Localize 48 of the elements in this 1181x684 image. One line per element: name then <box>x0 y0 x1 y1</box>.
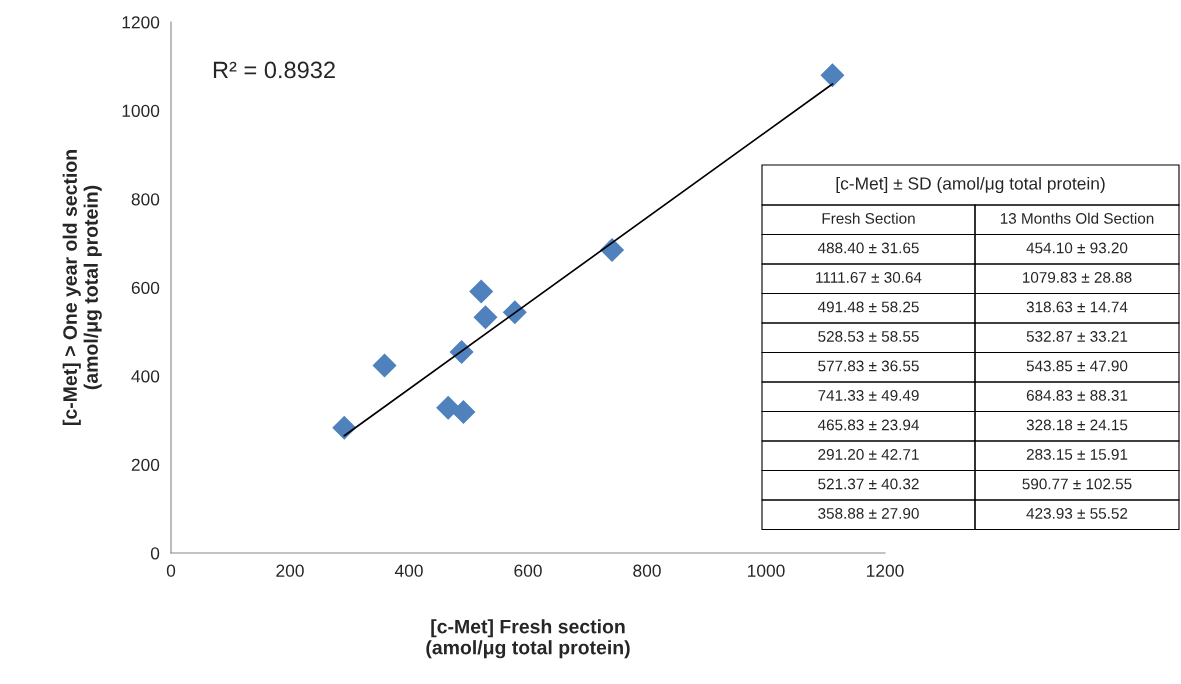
annotation: 488.40 ± 31.65 <box>817 242 919 254</box>
x-tick-label: 200 <box>276 564 304 577</box>
x-tick-label: 1200 <box>867 564 904 577</box>
x-tick-label: 800 <box>633 564 661 577</box>
point <box>820 63 845 88</box>
x-axis-title: [c-Met] Fresh section (amol/μg total protein) <box>426 619 630 659</box>
annotation: 577.83 ± 36.55 <box>818 360 919 372</box>
text: 532.87 ± 33.21 <box>1026 331 1128 342</box>
point <box>436 395 461 420</box>
text: 283.15 ± 15.91 <box>1026 449 1128 460</box>
annotation: Fresh Section <box>822 212 915 224</box>
annotation: 291.20 ± 42.71 <box>818 449 919 460</box>
text: 328.18 ± 24.15 <box>1026 419 1128 431</box>
y-tick-label: 0 <box>150 547 160 560</box>
x-tick-label: 400 <box>394 564 423 577</box>
text: 318.63 ± 14.74 <box>1026 301 1128 313</box>
y-tick-label: 800 <box>131 193 160 206</box>
text: 1079.83 ± 28.88 <box>1023 272 1132 283</box>
annotation: R² = 0.8932 <box>213 61 335 79</box>
text: 590.77 ± 102.55 <box>1022 478 1132 490</box>
y-tick-label: 1200 <box>122 16 160 29</box>
point <box>451 399 476 425</box>
annotation: 491.48 ± 58.25 <box>817 301 919 313</box>
annotation: 528.53 ± 58.55 <box>818 331 919 342</box>
annotation: 1111.67 ± 30.64 <box>816 272 922 283</box>
annotation: 465.83 ± 23.94 <box>817 419 919 431</box>
annotation: 358.88 ± 27.90 <box>818 508 919 519</box>
text: 454.10 ± 93.20 <box>1026 242 1128 254</box>
point <box>332 415 357 440</box>
annotation: [c-Met] ± SD (amol/μg total protein) <box>836 176 1105 194</box>
y-tick-label: 200 <box>131 458 160 471</box>
text: 13 Months Old Section <box>1000 212 1154 224</box>
x-tick-label: 1000 <box>748 564 785 577</box>
x-tick-label: 0 <box>166 564 176 577</box>
y-tick-label: 400 <box>131 370 160 383</box>
annotation: 521.37 ± 40.32 <box>818 478 919 490</box>
y-axis-title: [c-Met] > One year old section (amol/μg total protein) <box>62 150 102 425</box>
text: 543.85 ± 47.90 <box>1026 360 1128 372</box>
text: 684.83 ± 88.31 <box>1026 390 1128 401</box>
point <box>372 353 397 378</box>
y-tick-label: 600 <box>131 281 160 294</box>
y-tick-label: 1000 <box>122 104 160 117</box>
point <box>502 300 527 325</box>
point <box>469 279 494 304</box>
point <box>473 305 498 330</box>
x-tick-label: 600 <box>514 564 542 577</box>
annotation: 741.33 ± 49.49 <box>818 390 919 401</box>
text: 423.93 ± 55.52 <box>1026 508 1128 519</box>
